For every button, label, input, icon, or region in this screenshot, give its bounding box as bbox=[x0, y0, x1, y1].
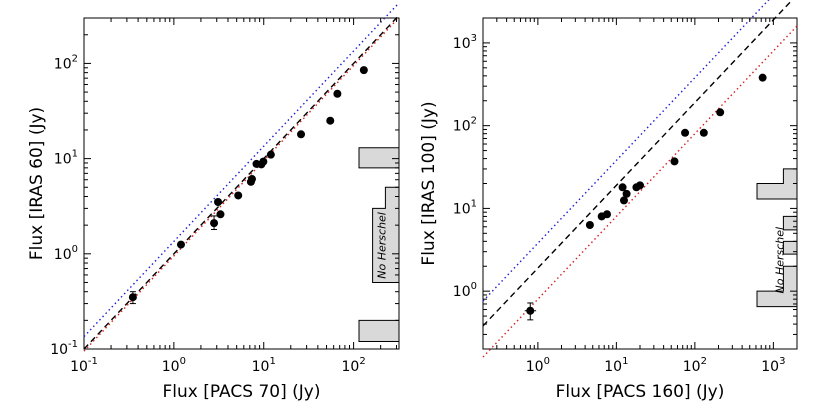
scatter-point bbox=[618, 183, 627, 192]
scatter-point bbox=[636, 181, 644, 190]
chart-right: 100 101 102 103 100 101 102 103 No Herschel Flu… bbox=[419, 0, 798, 402]
y-tick-label: 102 bbox=[54, 53, 78, 72]
y-tick-label: 10-1 bbox=[50, 339, 78, 358]
data-point bbox=[619, 196, 628, 205]
scatter-point bbox=[326, 116, 335, 125]
histogram-right bbox=[756, 168, 798, 308]
scatter-point bbox=[266, 150, 275, 159]
y-tick-label: 103 bbox=[453, 33, 477, 52]
y-tick-label: 101 bbox=[453, 198, 477, 217]
scatter-point bbox=[210, 219, 219, 228]
scatter-point bbox=[585, 221, 594, 230]
data-point bbox=[622, 189, 631, 198]
scatter-point bbox=[603, 210, 612, 219]
histogram-outline bbox=[358, 147, 400, 342]
x-tick-label: 103 bbox=[761, 356, 785, 375]
y-tick-label: 102 bbox=[453, 116, 477, 135]
reference-line-blue-dotted bbox=[482, 0, 770, 302]
x-tick-label: 101 bbox=[604, 356, 628, 375]
scatter-point bbox=[247, 175, 256, 184]
data-point bbox=[603, 210, 612, 219]
reference-lines-right bbox=[482, 0, 798, 358]
y-tick-label: 100 bbox=[54, 244, 78, 263]
x-tick-label: 102 bbox=[683, 356, 707, 375]
reference-line-blue-dotted bbox=[83, 2, 400, 338]
histogram-left bbox=[358, 147, 400, 342]
data-point bbox=[210, 215, 219, 231]
scatter-point bbox=[259, 157, 268, 166]
histogram-outline bbox=[756, 168, 798, 308]
scatter-point bbox=[333, 89, 342, 98]
data-point bbox=[297, 130, 306, 139]
data-point bbox=[259, 157, 268, 166]
scatter-point bbox=[234, 191, 243, 200]
data-point bbox=[618, 183, 627, 192]
data-point bbox=[636, 181, 644, 190]
scatter-point bbox=[619, 196, 628, 205]
histogram-annotation-left: No Herschel bbox=[375, 212, 388, 279]
y-axis-label-right: Flux [IRAS 100] (Jy) bbox=[419, 101, 439, 265]
reference-line-black-dashed bbox=[83, 14, 400, 350]
scatter-point bbox=[359, 66, 368, 75]
y-tick-label: 101 bbox=[54, 149, 78, 168]
scatter-point bbox=[716, 108, 725, 117]
reference-lines-left bbox=[83, 2, 400, 352]
data-points-right bbox=[524, 73, 767, 321]
data-point bbox=[681, 128, 690, 137]
scatter-point bbox=[758, 73, 767, 82]
data-point bbox=[266, 150, 275, 159]
scatter-point bbox=[128, 293, 137, 302]
scatter-point bbox=[622, 189, 631, 198]
data-point bbox=[216, 210, 225, 219]
data-point bbox=[670, 157, 679, 166]
data-point bbox=[716, 108, 725, 117]
data-point bbox=[247, 175, 256, 184]
chart-left: 10-1 100 101 102 10-1 100 101 102 No Herschel F… bbox=[27, 2, 400, 402]
data-point bbox=[333, 89, 342, 98]
scatter-point bbox=[699, 128, 708, 137]
data-point bbox=[359, 66, 368, 75]
data-points-left bbox=[128, 66, 368, 305]
y-tick-label: 100 bbox=[453, 281, 477, 300]
data-point bbox=[524, 302, 537, 321]
scatter-point bbox=[526, 306, 535, 315]
histogram-annotation-right: No Herschel bbox=[773, 227, 786, 294]
x-tick-label: 100 bbox=[162, 356, 186, 375]
x-axis-label-left: Flux [PACS 70] (Jy) bbox=[163, 382, 321, 402]
x-tick-label: 101 bbox=[252, 356, 276, 375]
data-point bbox=[214, 198, 223, 207]
ticks-right: 100 101 102 103 100 101 102 103 bbox=[453, 17, 798, 375]
y-axis-label-left: Flux [IRAS 60] (Jy) bbox=[27, 107, 47, 260]
data-point bbox=[234, 191, 243, 200]
scatter-point bbox=[670, 157, 679, 166]
scatter-point bbox=[297, 130, 306, 139]
data-point bbox=[326, 116, 335, 125]
scatter-point bbox=[214, 198, 223, 207]
data-point bbox=[176, 240, 185, 249]
x-tick-label: 102 bbox=[342, 356, 366, 375]
scatter-point bbox=[216, 210, 225, 219]
reference-line-red-dotted bbox=[83, 16, 400, 352]
x-tick-label: 100 bbox=[526, 356, 550, 375]
scatter-point bbox=[681, 128, 690, 137]
x-tick-label: 10-1 bbox=[70, 356, 98, 375]
data-point bbox=[128, 291, 137, 305]
data-point bbox=[585, 221, 594, 230]
ticks-left: 10-1 100 101 102 10-1 100 101 102 bbox=[50, 17, 399, 375]
data-point bbox=[758, 73, 767, 82]
scatter-point bbox=[176, 240, 185, 249]
x-axis-label-right: Flux [PACS 160] (Jy) bbox=[556, 382, 725, 402]
reference-line-black-dashed bbox=[482, 0, 794, 327]
data-point bbox=[699, 128, 708, 137]
